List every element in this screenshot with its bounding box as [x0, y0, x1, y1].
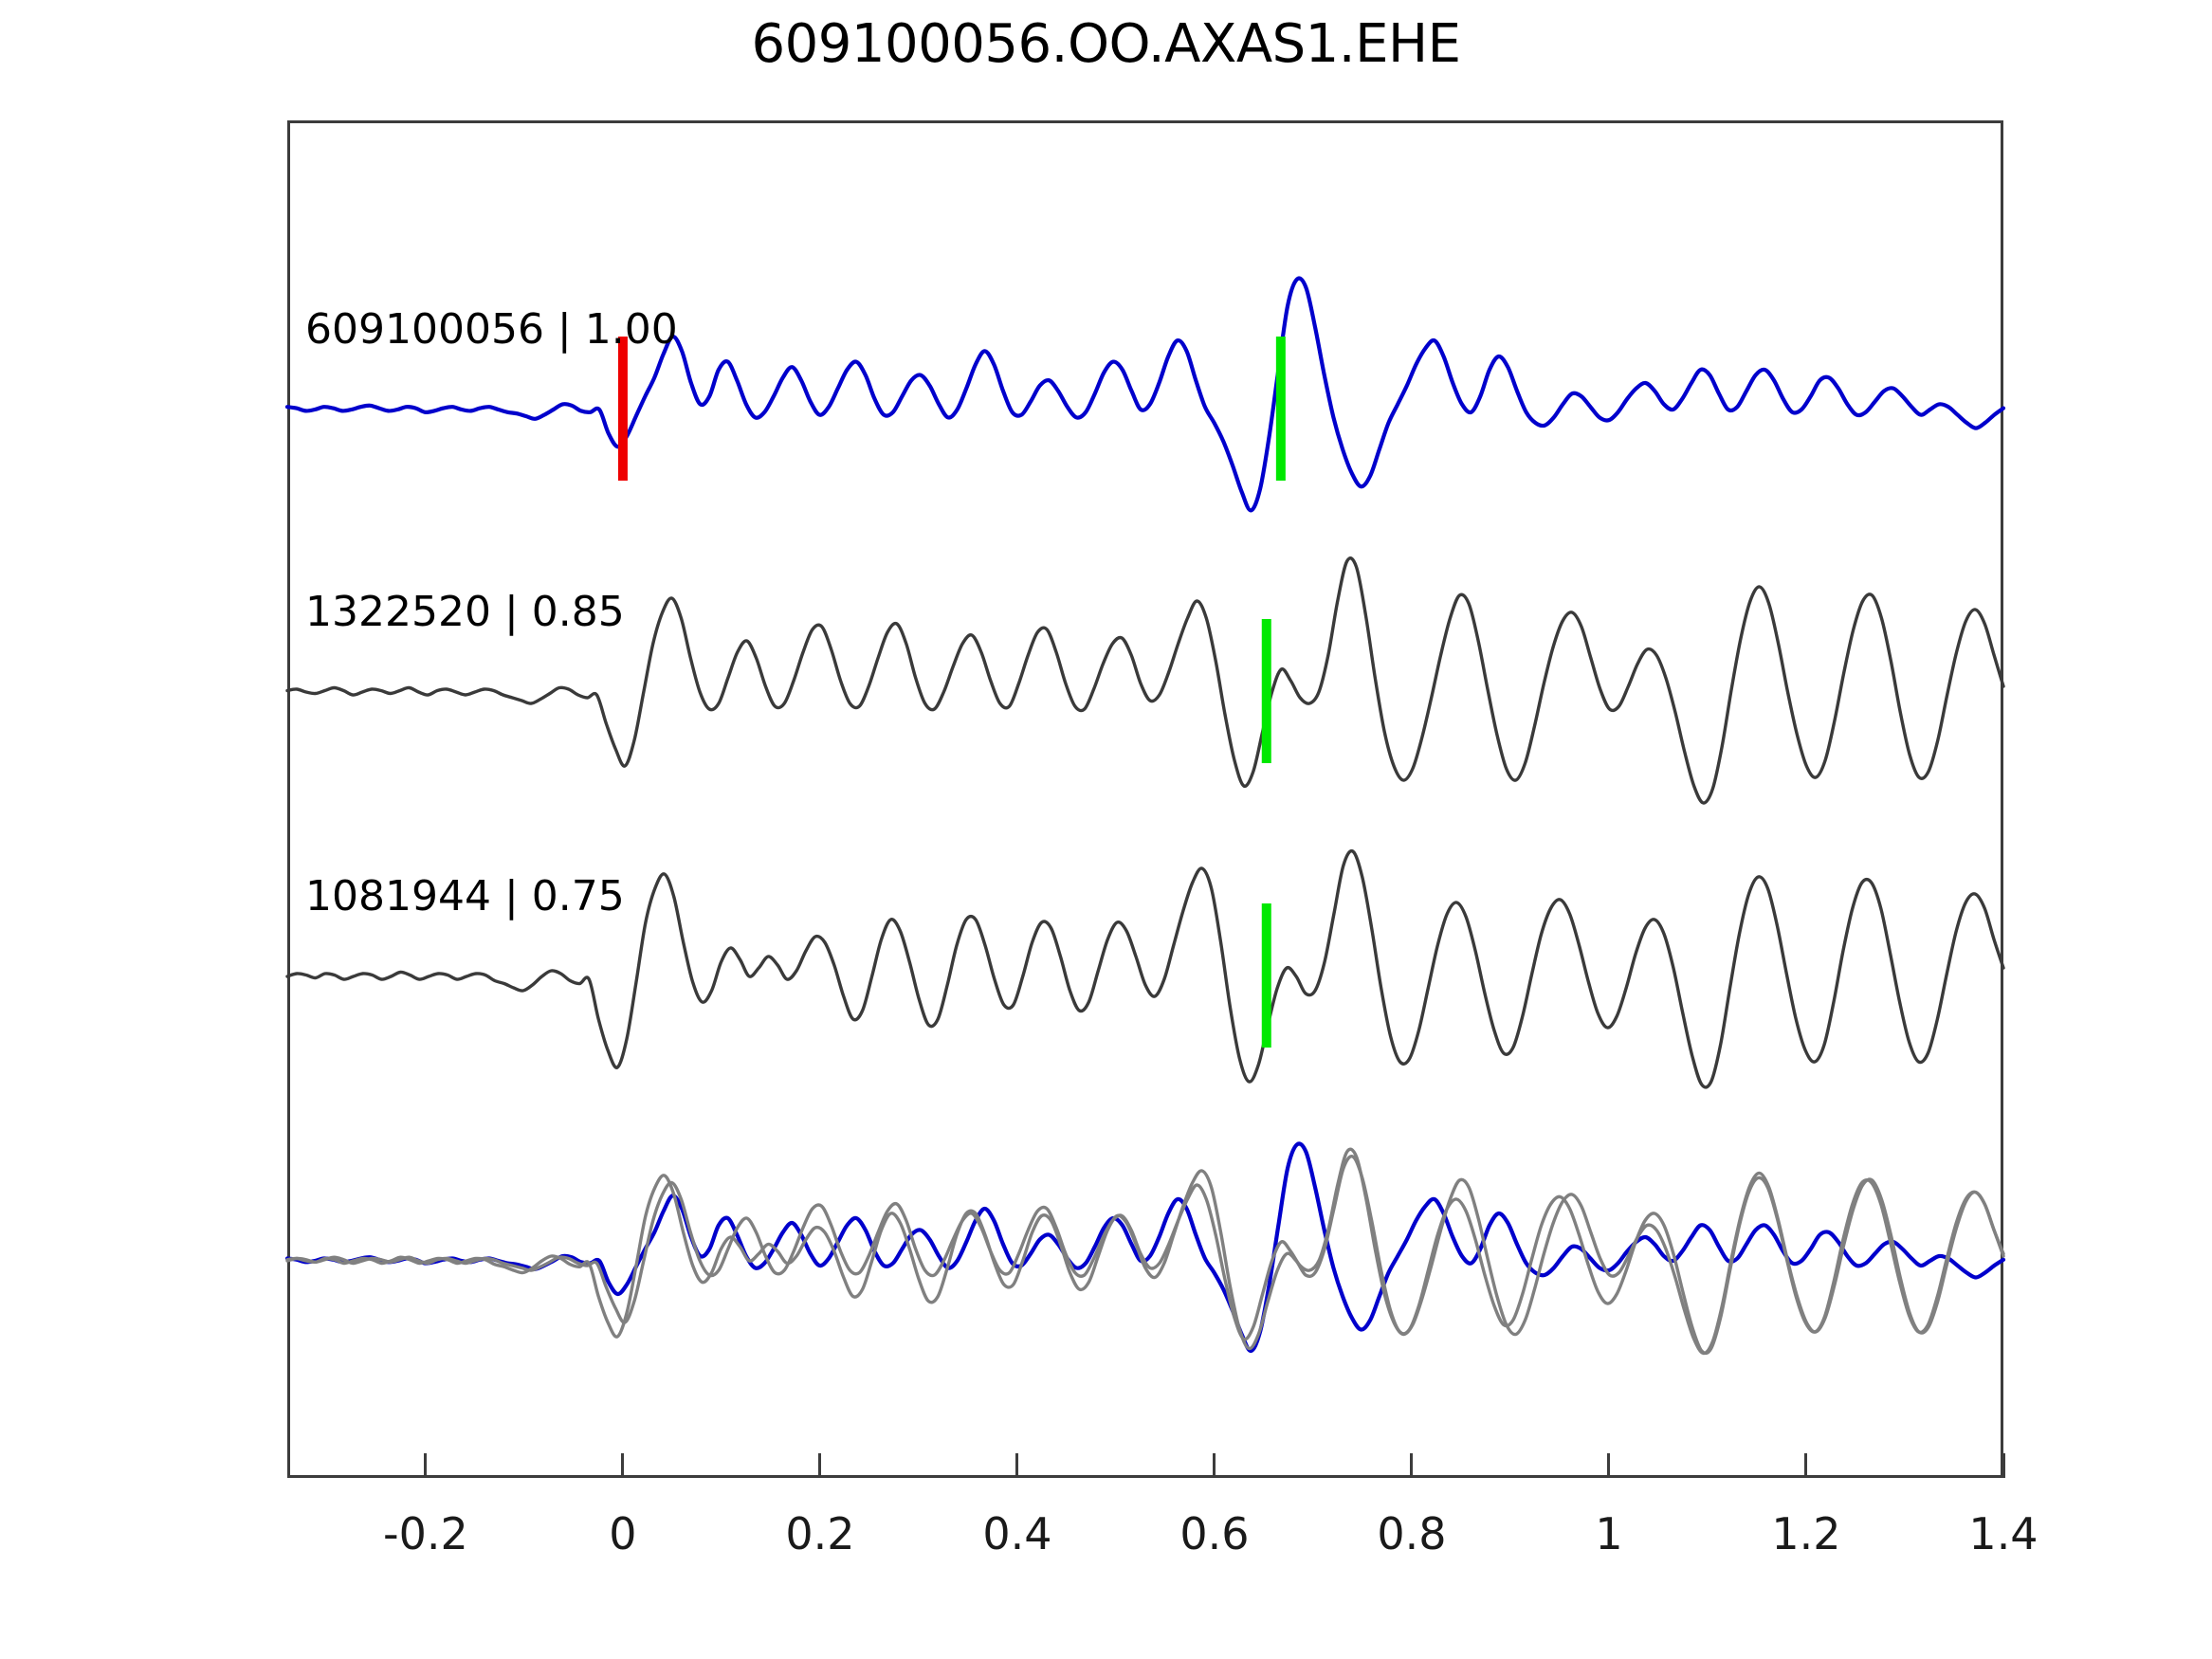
waveform-trace [284, 276, 2006, 513]
x-axis-tick [818, 1453, 822, 1478]
waveform-trace [285, 1147, 2005, 1356]
waveform-trace [285, 556, 2005, 805]
waveform-trace [285, 1155, 2005, 1356]
x-axis-tick-label: 1.4 [1968, 1508, 2038, 1559]
x-axis-tick [1015, 1453, 1019, 1478]
page-title: 609100056.OO.AXAS1.EHE [751, 13, 1461, 75]
pick_marker_s-marker [1261, 903, 1271, 1048]
x-axis-tick [1804, 1453, 1808, 1478]
x-axis-tick [1607, 1453, 1611, 1478]
pick_marker_s-marker [1275, 337, 1286, 481]
waveform-trace [285, 848, 2005, 1089]
trace-label-1081944: 1081944 | 0.75 [305, 872, 625, 921]
x-axis-tick [1213, 1453, 1216, 1478]
waveform-trace [284, 1141, 2006, 1354]
x-axis-tick-label: 0.8 [1377, 1508, 1447, 1559]
trace-label-1322520: 1322520 | 0.85 [305, 588, 625, 636]
x-axis-tick [424, 1453, 428, 1478]
x-axis-tick [1410, 1453, 1414, 1478]
x-axis-tick-label: 1.2 [1771, 1508, 1841, 1559]
x-axis-tick-label: 0.2 [785, 1508, 855, 1559]
x-axis-tick-label: 0.4 [982, 1508, 1052, 1559]
pick_marker_s-marker [1261, 619, 1271, 763]
x-axis-tick [621, 1453, 625, 1478]
plot-frame [287, 120, 2003, 1478]
trace-label-609100056: 609100056 | 1.00 [305, 305, 678, 354]
x-axis-tick-label: -0.2 [383, 1508, 468, 1559]
x-axis-tick-label: 0 [609, 1508, 637, 1559]
pick_marker_p-marker [617, 337, 628, 481]
x-axis-tick [2002, 1453, 2005, 1478]
x-axis-tick-label: 1 [1595, 1508, 1623, 1559]
x-axis-tick-label: 0.6 [1179, 1508, 1250, 1559]
